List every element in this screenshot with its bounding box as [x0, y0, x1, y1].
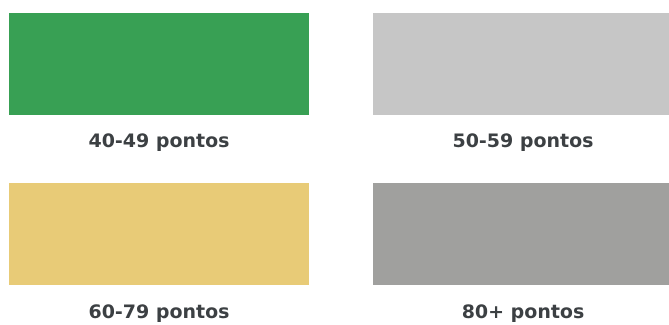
legend-label: 40-49 pontos	[88, 130, 230, 152]
color-swatch	[9, 183, 309, 285]
legend-item-60-79: 60-79 pontos	[9, 183, 309, 323]
legend-label: 60-79 pontos	[88, 301, 230, 323]
legend-label: 80+ pontos	[461, 301, 585, 323]
color-swatch	[373, 13, 669, 115]
legend-item-50-59: 50-59 pontos	[373, 13, 669, 152]
legend-item-40-49: 40-49 pontos	[9, 13, 309, 152]
legend-label: 50-59 pontos	[452, 130, 594, 152]
color-swatch	[9, 13, 309, 115]
color-swatch	[373, 183, 669, 285]
legend-item-80-plus: 80+ pontos	[373, 183, 669, 323]
